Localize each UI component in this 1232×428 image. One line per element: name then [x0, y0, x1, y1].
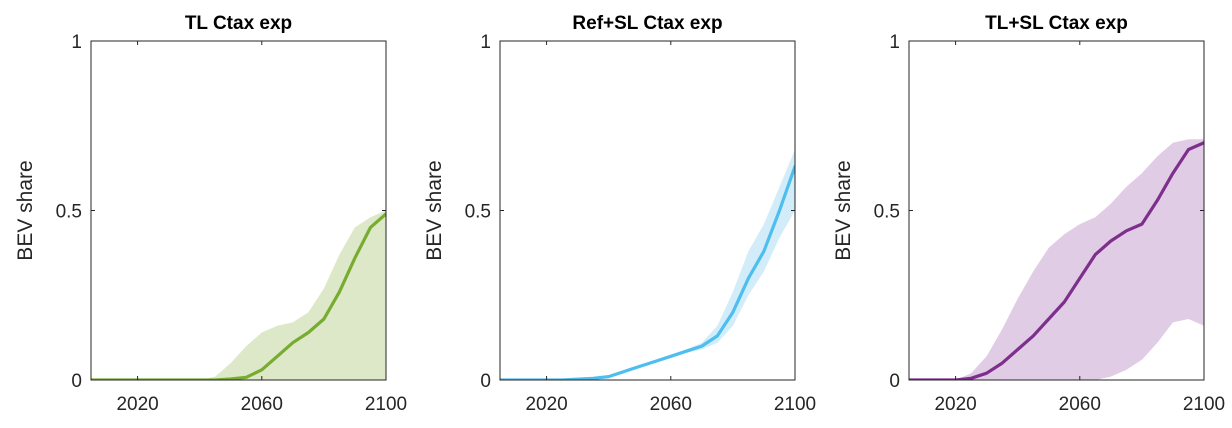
x-tick-label: 2100 [1183, 394, 1225, 415]
y-tick-label: 0 [480, 371, 491, 392]
y-tick-label: 0.5 [465, 202, 491, 223]
y-tick-label: 1 [480, 32, 491, 53]
chart-panel-1: 2020 2060 2100 0 0.5 1 TL Ctax exp BEV share [14, 13, 407, 415]
x-tick-label: 2100 [774, 394, 816, 415]
uncertainty-band [500, 149, 795, 380]
chart-title: TL Ctax exp [185, 13, 292, 34]
series-line [909, 141, 1204, 380]
series-line [91, 212, 386, 380]
y-tick-label: 1 [889, 32, 900, 53]
y-tick-label: 1 [71, 32, 82, 53]
chart-panel-3: 2020 2060 2100 0 0.5 1 TL+SL Ctax exp BEV share [832, 13, 1225, 415]
x-tick-label: 2020 [525, 394, 567, 415]
x-tick-label: 2100 [365, 394, 407, 415]
chart-title: TL+SL Ctax exp [985, 13, 1128, 34]
y-tick-label: 0 [889, 371, 900, 392]
x-tick-label: 2020 [934, 394, 976, 415]
series-line [500, 164, 795, 380]
x-tick-label: 2020 [116, 394, 158, 415]
y-axis-label: BEV share [14, 160, 37, 260]
plot-area [500, 41, 795, 380]
y-tick-label: 0.5 [874, 202, 900, 223]
y-tick-label: 0.5 [56, 202, 82, 223]
chart-title: Ref+SL Ctax exp [572, 13, 722, 34]
x-tick-label: 2060 [241, 394, 283, 415]
x-tick-label: 2060 [1059, 394, 1101, 415]
y-tick-label: 0 [71, 371, 82, 392]
y-axis-label: BEV share [832, 160, 855, 260]
uncertainty-band [909, 139, 1204, 380]
uncertainty-band [91, 210, 386, 380]
x-tick-label: 2060 [650, 394, 692, 415]
chart-panel-2: 2020 2060 2100 0 0.5 1 Ref+SL Ctax exp BEV shar… [423, 13, 816, 415]
y-axis-label: BEV share [423, 160, 446, 260]
